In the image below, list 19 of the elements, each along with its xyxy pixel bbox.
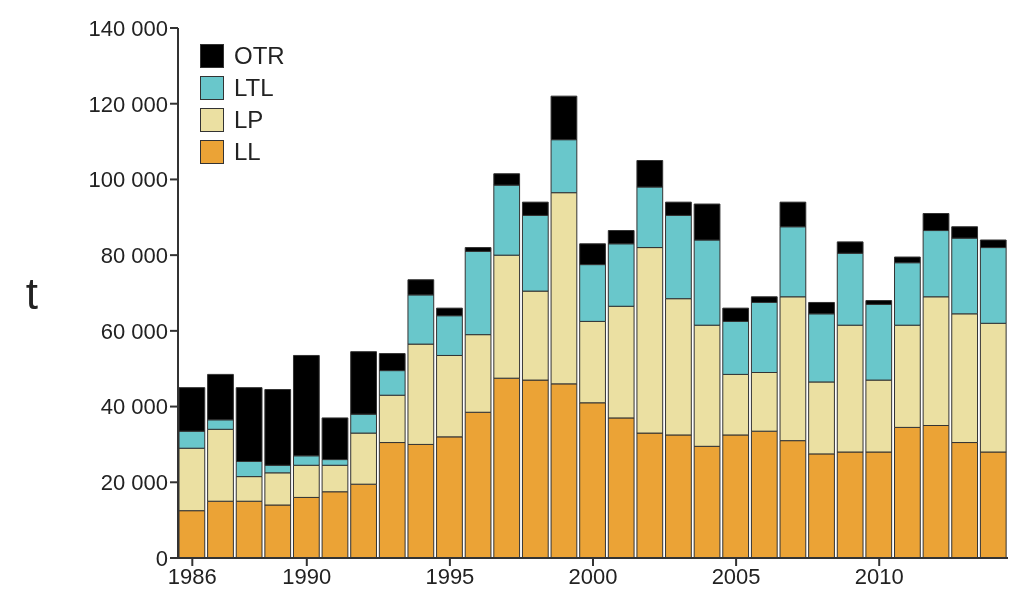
y-tick-label: 140 000	[88, 15, 168, 41]
legend-label: OTR	[234, 41, 285, 71]
x-tick-label: 1986	[167, 563, 217, 589]
x-tick-label: 1990	[282, 563, 332, 589]
y-tick-label: 80 000	[100, 242, 168, 268]
x-tick-label: 2005	[711, 563, 761, 589]
legend-label: LP	[234, 105, 264, 135]
y-tick-label: 60 000	[100, 318, 168, 344]
x-tick-label: 2000	[568, 563, 618, 589]
y-tick-label: 120 000	[88, 91, 168, 117]
y-axis-title: t	[25, 268, 38, 318]
x-tick-label: 1995	[425, 563, 475, 589]
y-tick-label: 40 000	[100, 394, 168, 420]
x-tick-label: 2010	[854, 563, 904, 589]
y-tick-label: 0	[155, 545, 168, 571]
legend-label: LTL	[234, 73, 274, 103]
y-tick-label: 20 000	[100, 470, 168, 496]
y-tick-label: 100 000	[88, 167, 168, 193]
legend-label: LL	[234, 137, 261, 167]
